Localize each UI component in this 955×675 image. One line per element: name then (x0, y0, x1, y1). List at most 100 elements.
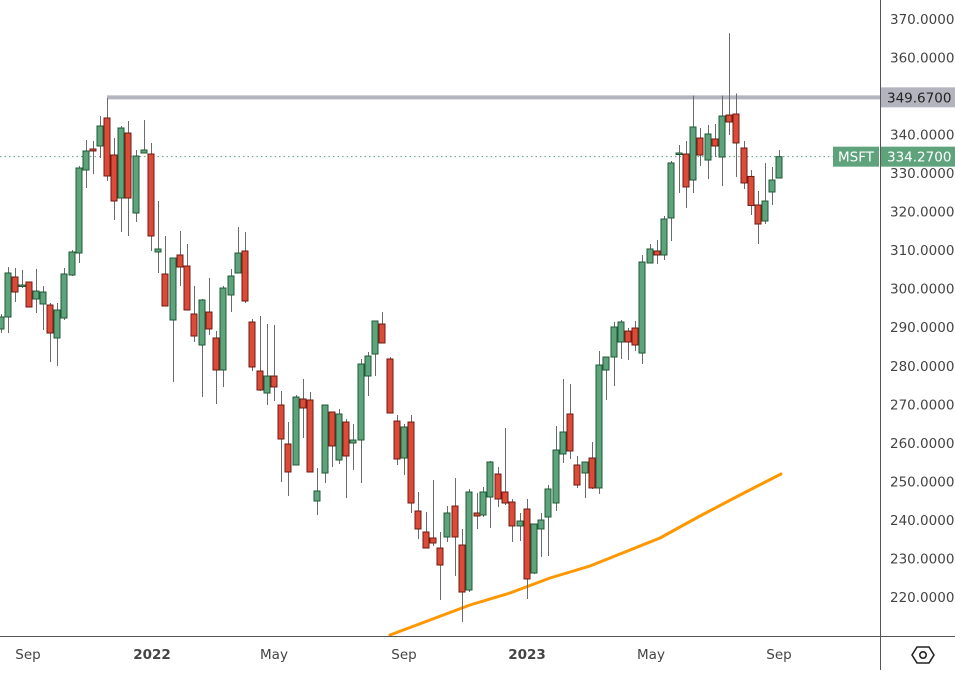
y-tick-label: 330.0000 (890, 166, 954, 182)
svg-text:MSFT: MSFT (838, 150, 875, 166)
candle-body-down (740, 147, 748, 184)
candle (68, 249, 76, 276)
candle-body-up (227, 275, 235, 296)
candle-body-up (775, 156, 783, 179)
candle-body-up (486, 461, 494, 498)
candle-body-up (552, 449, 560, 504)
candle (732, 93, 740, 178)
y-axis-scale[interactable]: 370.0000 360.0000 340.0000 330.0000 320.0000… (890, 12, 954, 606)
candle (624, 328, 632, 360)
candle-body-up (349, 439, 357, 444)
candle-body-up (667, 162, 675, 219)
y-tick-label: 320.0000 (890, 205, 954, 221)
candle (190, 286, 198, 342)
candle-body-up (761, 200, 769, 222)
candle (429, 480, 437, 547)
candle-body-down (248, 321, 256, 368)
candle-body-up (371, 320, 379, 355)
candle (516, 512, 524, 542)
candle-body-up (581, 461, 589, 474)
candle (53, 303, 61, 367)
candle-body-up (357, 363, 365, 441)
candle (725, 33, 733, 136)
candle (473, 492, 481, 529)
candle (299, 378, 307, 439)
candle (378, 312, 386, 344)
y-tick-label: 230.0000 (890, 551, 954, 567)
candle (140, 119, 148, 154)
candle (501, 427, 509, 506)
candle-body-up (335, 413, 343, 461)
candle (393, 415, 401, 465)
y-tick-label: 370.0000 (890, 12, 954, 28)
y-tick-label: 260.0000 (890, 436, 954, 452)
candle (32, 268, 40, 314)
candle (631, 320, 639, 352)
x-tick-label: 2023 (508, 647, 546, 663)
candle (660, 216, 668, 261)
candle-body-up (704, 133, 712, 161)
candle (89, 140, 97, 175)
candle-body-down (682, 153, 690, 188)
candle-body-down (494, 473, 502, 500)
candle (508, 499, 516, 543)
candle-body-up (18, 284, 26, 288)
x-tick-label: May (260, 647, 288, 663)
candle (689, 95, 697, 194)
candle-body-down (205, 311, 213, 330)
candle (124, 120, 132, 237)
candle-body-up (53, 309, 61, 339)
candle-body-down (277, 404, 285, 440)
candle (638, 254, 646, 364)
candle (718, 95, 726, 186)
candle (161, 236, 169, 307)
candle (775, 150, 783, 179)
x-tick-label: Sep (15, 647, 40, 663)
candle (544, 485, 552, 557)
y-tick-label: 240.0000 (890, 513, 954, 529)
y-tick-label: 360.0000 (890, 51, 954, 67)
y-tick-label: 290.0000 (890, 320, 954, 336)
candle-body-down (711, 138, 719, 147)
candle (110, 138, 118, 221)
candle-body-down (89, 148, 97, 152)
candle (357, 358, 365, 484)
candle (349, 423, 357, 470)
candle (18, 269, 26, 289)
candle (183, 244, 191, 311)
candle (321, 404, 329, 484)
candle (451, 478, 459, 576)
candle (46, 303, 54, 362)
candle-body-up (68, 251, 76, 276)
candle-body-down (386, 358, 394, 414)
candle-body-down (624, 330, 632, 343)
candle-body-down (732, 113, 740, 144)
candle-body-down (11, 276, 19, 293)
candles (0, 33, 783, 622)
candle-body-up (617, 321, 625, 343)
candle (443, 506, 451, 543)
candle-body-down (103, 117, 111, 177)
moving-average-line (388, 472, 783, 637)
candle-body-up (610, 326, 618, 358)
candle-body-up (154, 248, 162, 253)
candle (75, 165, 83, 264)
candle (176, 230, 184, 287)
x-axis-scale[interactable]: Sep 2022 May Sep 2023 May Sep (15, 647, 791, 663)
candle-body-up (516, 520, 524, 527)
candle-body-down (631, 327, 639, 346)
candle (740, 140, 748, 189)
candle-body-down (25, 281, 33, 308)
candle (486, 461, 494, 528)
candle-body-down (725, 114, 733, 123)
candle (96, 116, 104, 159)
hexagon-settings-icon (911, 646, 935, 664)
chart-settings-button[interactable] (910, 644, 936, 666)
candle (768, 166, 776, 205)
candle-body-down (393, 420, 401, 460)
candle-body-up (465, 491, 473, 591)
candle-body-down (256, 370, 264, 391)
candle (219, 286, 227, 388)
candle (147, 142, 155, 251)
